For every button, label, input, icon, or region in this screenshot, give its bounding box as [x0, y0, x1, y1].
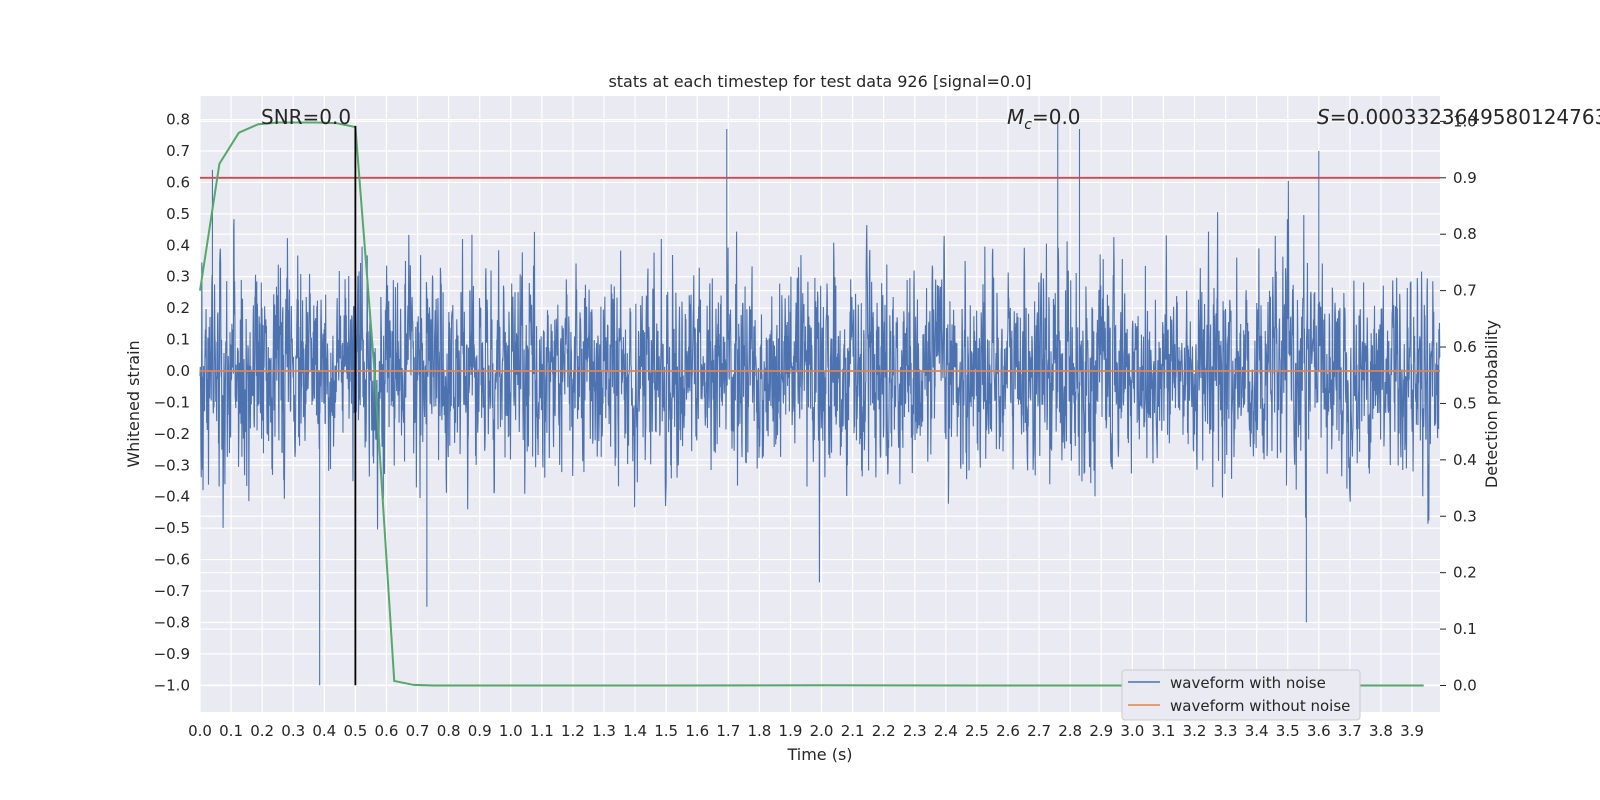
x-tick-label: 1.2 — [561, 722, 585, 740]
y2-tick-label: 0.3 — [1453, 507, 1477, 525]
x-tick-label: 1.1 — [530, 722, 554, 740]
y2-axis-label: Detection probability — [1482, 320, 1501, 488]
y2-tick-label: 0.8 — [1453, 225, 1477, 243]
y-tick-label: −0.3 — [154, 456, 190, 474]
x-tick-label: 1.8 — [747, 722, 771, 740]
snr-annotation: SNR=0.0 — [261, 105, 351, 129]
y-tick-label: 0.7 — [166, 142, 190, 160]
x-tick-label: 0.4 — [312, 722, 336, 740]
x-tick-label: 2.0 — [810, 722, 834, 740]
y2-tick-label: 0.1 — [1453, 620, 1477, 638]
s-value: =0.00033236495801247634 — [1330, 105, 1600, 129]
x-tick-label: 3.0 — [1120, 722, 1144, 740]
y2-tick-label: 1.0 — [1453, 112, 1477, 130]
s-symbol: S — [1317, 105, 1330, 129]
chirp-mass-subscript: c — [1024, 117, 1032, 133]
x-tick-label: 1.0 — [499, 722, 523, 740]
x-tick-label: 3.7 — [1338, 722, 1362, 740]
y-tick-label: 0.6 — [166, 173, 190, 191]
chart-title: stats at each timestep for test data 926… — [608, 72, 1031, 91]
x-tick-label: 0.0 — [188, 722, 212, 740]
y2-tick-label: 0.6 — [1453, 338, 1477, 356]
x-tick-label: 0.7 — [406, 722, 430, 740]
y-tick-label: 0.0 — [166, 362, 190, 380]
y-tick-label: −0.5 — [154, 519, 190, 537]
y-tick-label: −0.2 — [154, 425, 190, 443]
x-tick-label: 0.6 — [375, 722, 399, 740]
y2-axis-ticks: 1.0 0.9 0.8 0.7 0.6 0.5 0.4 0.3 0.2 0.1 0.0 — [1440, 112, 1477, 694]
x-tick-label: 2.6 — [996, 722, 1020, 740]
x-tick-label: 3.4 — [1245, 722, 1269, 740]
chirp-mass-value: =0.0 — [1032, 105, 1081, 129]
y2-tick-label: 0.9 — [1453, 169, 1477, 187]
y-axis-label: Whitened strain — [124, 340, 143, 467]
legend-label-clean: waveform without noise — [1170, 697, 1350, 715]
y-axis-ticks: 0.8 0.7 0.6 0.5 0.4 0.3 0.2 0.1 0.0 −0.1 −0.2 −0.3 −… — [154, 111, 190, 695]
data-layer — [199, 121, 1441, 687]
chirp-mass-symbol: M — [1007, 105, 1024, 129]
x-tick-label: 3.6 — [1307, 722, 1331, 740]
x-tick-label: 3.5 — [1276, 722, 1300, 740]
y2-tick-label: 0.5 — [1453, 394, 1477, 412]
x-tick-label: 2.2 — [872, 722, 896, 740]
legend-box — [1121, 669, 1361, 721]
y-tick-label: −0.9 — [154, 645, 190, 663]
y2-tick-label: 0.7 — [1453, 282, 1477, 300]
x-tick-label: 0.5 — [343, 722, 367, 740]
y-tick-label: 0.5 — [166, 205, 190, 223]
x-tick-label: 2.5 — [965, 722, 989, 740]
x-tick-label: 3.9 — [1400, 722, 1424, 740]
x-tick-label: 3.2 — [1183, 722, 1207, 740]
x-tick-label: 1.9 — [779, 722, 803, 740]
x-tick-label: 3.3 — [1214, 722, 1238, 740]
x-tick-label: 2.9 — [1089, 722, 1113, 740]
y-tick-label: 0.8 — [166, 111, 190, 129]
y2-tick-label: 0.4 — [1453, 451, 1477, 469]
x-tick-label: 1.6 — [685, 722, 709, 740]
x-tick-label: 1.3 — [592, 722, 616, 740]
x-tick-label: 0.2 — [250, 722, 274, 740]
y-tick-label: 0.4 — [166, 236, 190, 254]
x-tick-label: 1.5 — [654, 722, 678, 740]
x-tick-label: 0.9 — [468, 722, 492, 740]
legend-label-noise: waveform with noise — [1170, 674, 1326, 692]
x-tick-label: 0.3 — [281, 722, 305, 740]
y2-tick-label: 0.2 — [1453, 564, 1477, 582]
x-axis-ticks: 0.0 0.1 0.2 0.3 0.4 0.5 0.6 0.7 0.8 0.9 1.0 1.1 1.2 1… — [188, 722, 1424, 740]
legend: waveform with noise waveform without noi… — [1121, 669, 1361, 721]
x-tick-label: 1.4 — [623, 722, 647, 740]
y-tick-label: 0.3 — [166, 268, 190, 286]
x-tick-label: 0.1 — [219, 722, 243, 740]
y-tick-label: −0.4 — [154, 488, 190, 506]
y-tick-label: −0.1 — [154, 393, 190, 411]
x-tick-label: 2.1 — [841, 722, 865, 740]
y2-tick-label: 0.0 — [1453, 676, 1477, 694]
y-tick-label: 0.1 — [166, 331, 190, 349]
x-tick-label: 1.7 — [716, 722, 740, 740]
y-tick-label: −0.8 — [154, 613, 190, 631]
chirp-mass-annotation: Mc=0.0 — [1007, 105, 1081, 133]
x-tick-label: 2.4 — [934, 722, 958, 740]
x-axis-label: Time (s) — [786, 745, 852, 764]
y-tick-label: −1.0 — [154, 676, 190, 694]
x-tick-label: 3.8 — [1369, 722, 1393, 740]
x-tick-label: 2.8 — [1058, 722, 1082, 740]
x-tick-label: 3.1 — [1151, 722, 1175, 740]
y-tick-label: −0.7 — [154, 582, 190, 600]
x-tick-label: 2.3 — [903, 722, 927, 740]
y-tick-label: −0.6 — [154, 551, 190, 569]
s-annotation: S=0.00033236495801247634 — [1317, 105, 1600, 129]
y-tick-label: 0.2 — [166, 299, 190, 317]
detection-probability-line — [199, 121, 1424, 687]
x-tick-label: 0.8 — [437, 722, 461, 740]
x-tick-label: 2.7 — [1027, 722, 1051, 740]
